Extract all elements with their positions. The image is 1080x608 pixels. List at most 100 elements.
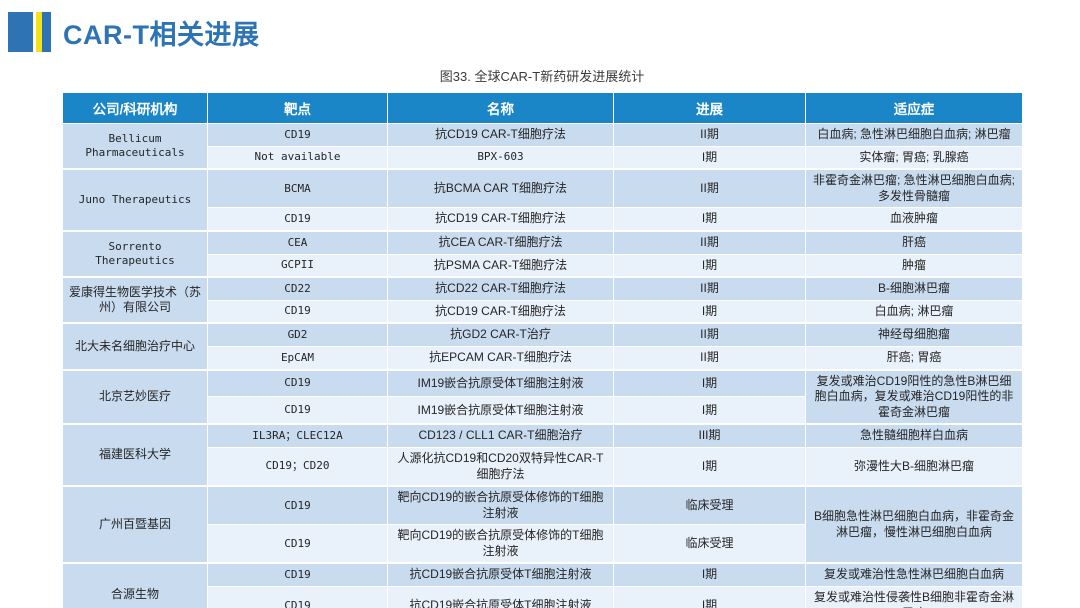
table-row: Bellicum Pharmaceuticals CD19 抗CD19 CAR-T细… <box>62 123 1023 170</box>
blue-stripe-icon <box>42 12 51 52</box>
indication-cell: 实体瘤; 胃癌; 乳腺癌 <box>805 145 1023 170</box>
table-row: 爱康得生物医学技术（苏州）有限公司 CD22 抗CD22 CAR-T细胞疗法 II期 B… <box>62 276 1023 324</box>
stage-cell: I期 <box>613 299 806 324</box>
table-row: GCPII 抗PSMA CAR-T细胞疗法 I期 肿瘤 <box>63 253 1023 278</box>
company-cell: Juno Therapeutics <box>62 168 208 232</box>
indication-cell: 血液肿瘤 <box>805 207 1023 232</box>
target-cell: BCMA <box>207 168 388 209</box>
stage-cell: I期 <box>613 253 806 278</box>
name-cell: 人源化抗CD19和CD20双特异性CAR-T细胞疗法 <box>387 446 614 487</box>
column-header-4: 适应症 <box>805 92 1023 124</box>
indication-cell: B细胞急性淋巴细胞白血病，非霍奇金淋巴瘤，慢性淋巴细胞白血病 <box>805 485 1023 564</box>
target-cell: CD19 <box>207 299 388 324</box>
table-row: CD19 抗CD19嵌合抗原受体T细胞注射液 I期 复发或难治性侵袭性B细胞非霍奇金淋… <box>63 586 1023 608</box>
name-cell: 抗CD19 CAR-T细胞疗法 <box>387 299 614 324</box>
page-title: CAR-T相关进展 <box>63 19 260 50</box>
name-cell: 抗CD19嵌合抗原受体T细胞注射液 <box>387 562 614 588</box>
name-cell: 抗PSMA CAR-T细胞疗法 <box>387 253 614 278</box>
column-header-0: 公司/科研机构 <box>62 92 208 124</box>
table-row: CD19 IM19嵌合抗原受体T细胞注射液 I期 <box>63 396 1023 425</box>
target-cell: IL3RA；CLEC12A <box>207 423 388 448</box>
indication-cell: 神经母细胞瘤 <box>805 322 1023 347</box>
table-row: 北京艺妙医疗 CD19 IM19嵌合抗原受体T细胞注射液 I期 复发或难治CD19阳性的… <box>62 368 1023 425</box>
table-container: 公司/科研机构 靶点 名称 进展 适应症 Bellicum Pharmaceutical… <box>62 92 1023 608</box>
name-cell: BPX-603 <box>387 145 614 170</box>
table-row: CD19；CD20 人源化抗CD19和CD20双特异性CAR-T细胞疗法 I期 弥漫性… <box>63 446 1023 487</box>
indication-cell: 复发或难治性侵袭性B细胞非霍奇金淋巴瘤 <box>805 586 1023 608</box>
name-cell: 抗EPCAM CAR-T细胞疗法 <box>387 345 614 371</box>
column-header-3: 进展 <box>613 92 806 124</box>
stage-cell: I期 <box>613 446 806 487</box>
target-cell: CD19 <box>207 562 388 588</box>
stage-cell: II期 <box>613 322 806 347</box>
name-cell: 抗CEA CAR-T细胞疗法 <box>387 229 614 255</box>
blue-block-icon <box>8 12 33 52</box>
figure-caption: 图33. 全球CAR-T新药研发进展统计 <box>439 69 645 84</box>
stage-cell: II期 <box>613 276 806 301</box>
table-row: CD19 抗CD19 CAR-T细胞疗法 I期 血液肿瘤 <box>63 207 1023 232</box>
indication-cell: 白血病; 急性淋巴细胞白血病; 淋巴瘤 <box>805 123 1023 147</box>
table-row: 广州百暨基因 CD19 靶向CD19的嵌合抗原受体修饰的T细胞注射液 临床受理 B细胞急… <box>62 485 1023 564</box>
indication-cell: 复发或难治性急性淋巴细胞白血病 <box>805 562 1023 588</box>
stage-cell: I期 <box>613 562 806 588</box>
slide-header: CAR-T相关进展 <box>8 12 259 52</box>
name-cell: 抗GD2 CAR-T治疗 <box>387 322 614 347</box>
yellow-stripe-icon <box>36 12 42 52</box>
target-cell: CD19 <box>207 586 388 608</box>
name-cell: 抗CD19 CAR-T细胞疗法 <box>387 207 614 232</box>
indication-cell: B-细胞淋巴瘤 <box>805 276 1023 301</box>
stage-cell: I期 <box>613 207 806 232</box>
stage-cell: 临床受理 <box>613 524 806 564</box>
indication-cell: 弥漫性大B-细胞淋巴瘤 <box>805 446 1023 487</box>
table-header-row: 公司/科研机构 靶点 名称 进展 适应症 <box>62 92 1023 124</box>
stage-cell: I期 <box>613 145 806 170</box>
company-cell: Bellicum Pharmaceuticals <box>62 123 208 170</box>
target-cell: CD19 <box>207 485 388 526</box>
stage-cell: II期 <box>613 229 806 255</box>
indication-cell: 肝癌; 胃癌 <box>805 345 1023 371</box>
target-cell: CD19 <box>207 524 388 564</box>
column-header-1: 靶点 <box>207 92 388 124</box>
name-cell: IM19嵌合抗原受体T细胞注射液 <box>387 396 614 425</box>
target-cell: CD22 <box>207 276 388 301</box>
indication-cell: 白血病; 淋巴瘤 <box>805 299 1023 324</box>
stage-cell: 临床受理 <box>613 485 806 526</box>
name-cell: IM19嵌合抗原受体T细胞注射液 <box>387 368 614 398</box>
indication-cell: 肝癌 <box>805 229 1023 255</box>
company-cell: 福建医科大学 <box>62 423 208 487</box>
table-row: 合源生物 CD19 抗CD19嵌合抗原受体T细胞注射液 I期 复发或难治性急性淋巴细胞白… <box>62 562 1023 608</box>
target-cell: CD19 <box>207 368 388 398</box>
company-cell: 合源生物 <box>62 562 208 608</box>
name-cell: 抗BCMA CAR T细胞疗法 <box>387 168 614 209</box>
stage-cell: I期 <box>613 586 806 608</box>
indication-cell: 肿瘤 <box>805 253 1023 278</box>
name-cell: 靶向CD19的嵌合抗原受体修饰的T细胞注射液 <box>387 485 614 526</box>
target-cell: CD19；CD20 <box>207 446 388 487</box>
name-cell: 抗CD22 CAR-T细胞疗法 <box>387 276 614 301</box>
stage-cell: I期 <box>613 396 806 425</box>
stage-cell: II期 <box>613 168 806 209</box>
company-cell: 爱康得生物医学技术（苏州）有限公司 <box>62 276 208 324</box>
company-cell: 广州百暨基因 <box>62 485 208 564</box>
target-cell: CD19 <box>207 123 388 147</box>
table-row: CD19 靶向CD19的嵌合抗原受体修饰的T细胞注射液 临床受理 <box>63 524 1023 564</box>
target-cell: CD19 <box>207 207 388 232</box>
target-cell: GCPII <box>207 253 388 278</box>
target-cell: GD2 <box>207 322 388 347</box>
column-header-2: 名称 <box>387 92 614 124</box>
indication-cell: 非霍奇金淋巴瘤; 急性淋巴细胞白血病; 多发性骨髓瘤 <box>805 168 1023 209</box>
stage-cell: III期 <box>613 423 806 448</box>
name-cell: CD123 / CLL1 CAR-T细胞治疗 <box>387 423 614 448</box>
target-cell: CEA <box>207 229 388 255</box>
name-cell: 抗CD19嵌合抗原受体T细胞注射液 <box>387 586 614 608</box>
company-cell: Sorrento Therapeutics <box>62 229 208 278</box>
name-cell: 靶向CD19的嵌合抗原受体修饰的T细胞注射液 <box>387 524 614 564</box>
table-row: Not available BPX-603 I期 实体瘤; 胃癌; 乳腺癌 <box>63 145 1023 170</box>
company-cell: 北京艺妙医疗 <box>62 368 208 425</box>
indication-cell: 急性髓细胞样白血病 <box>805 423 1023 448</box>
table-row: 福建医科大学 IL3RA；CLEC12A CD123 / CLL1 CAR-T细胞治… <box>62 423 1023 487</box>
title-marker-icon <box>8 12 51 52</box>
car-t-progress-table: 公司/科研机构 靶点 名称 进展 适应症 Bellicum Pharmaceutical… <box>62 92 1023 608</box>
indication-cell: 复发或难治CD19阳性的急性B淋巴细胞白血病，复发或难治CD19阳性的非霍奇金淋… <box>805 368 1023 425</box>
